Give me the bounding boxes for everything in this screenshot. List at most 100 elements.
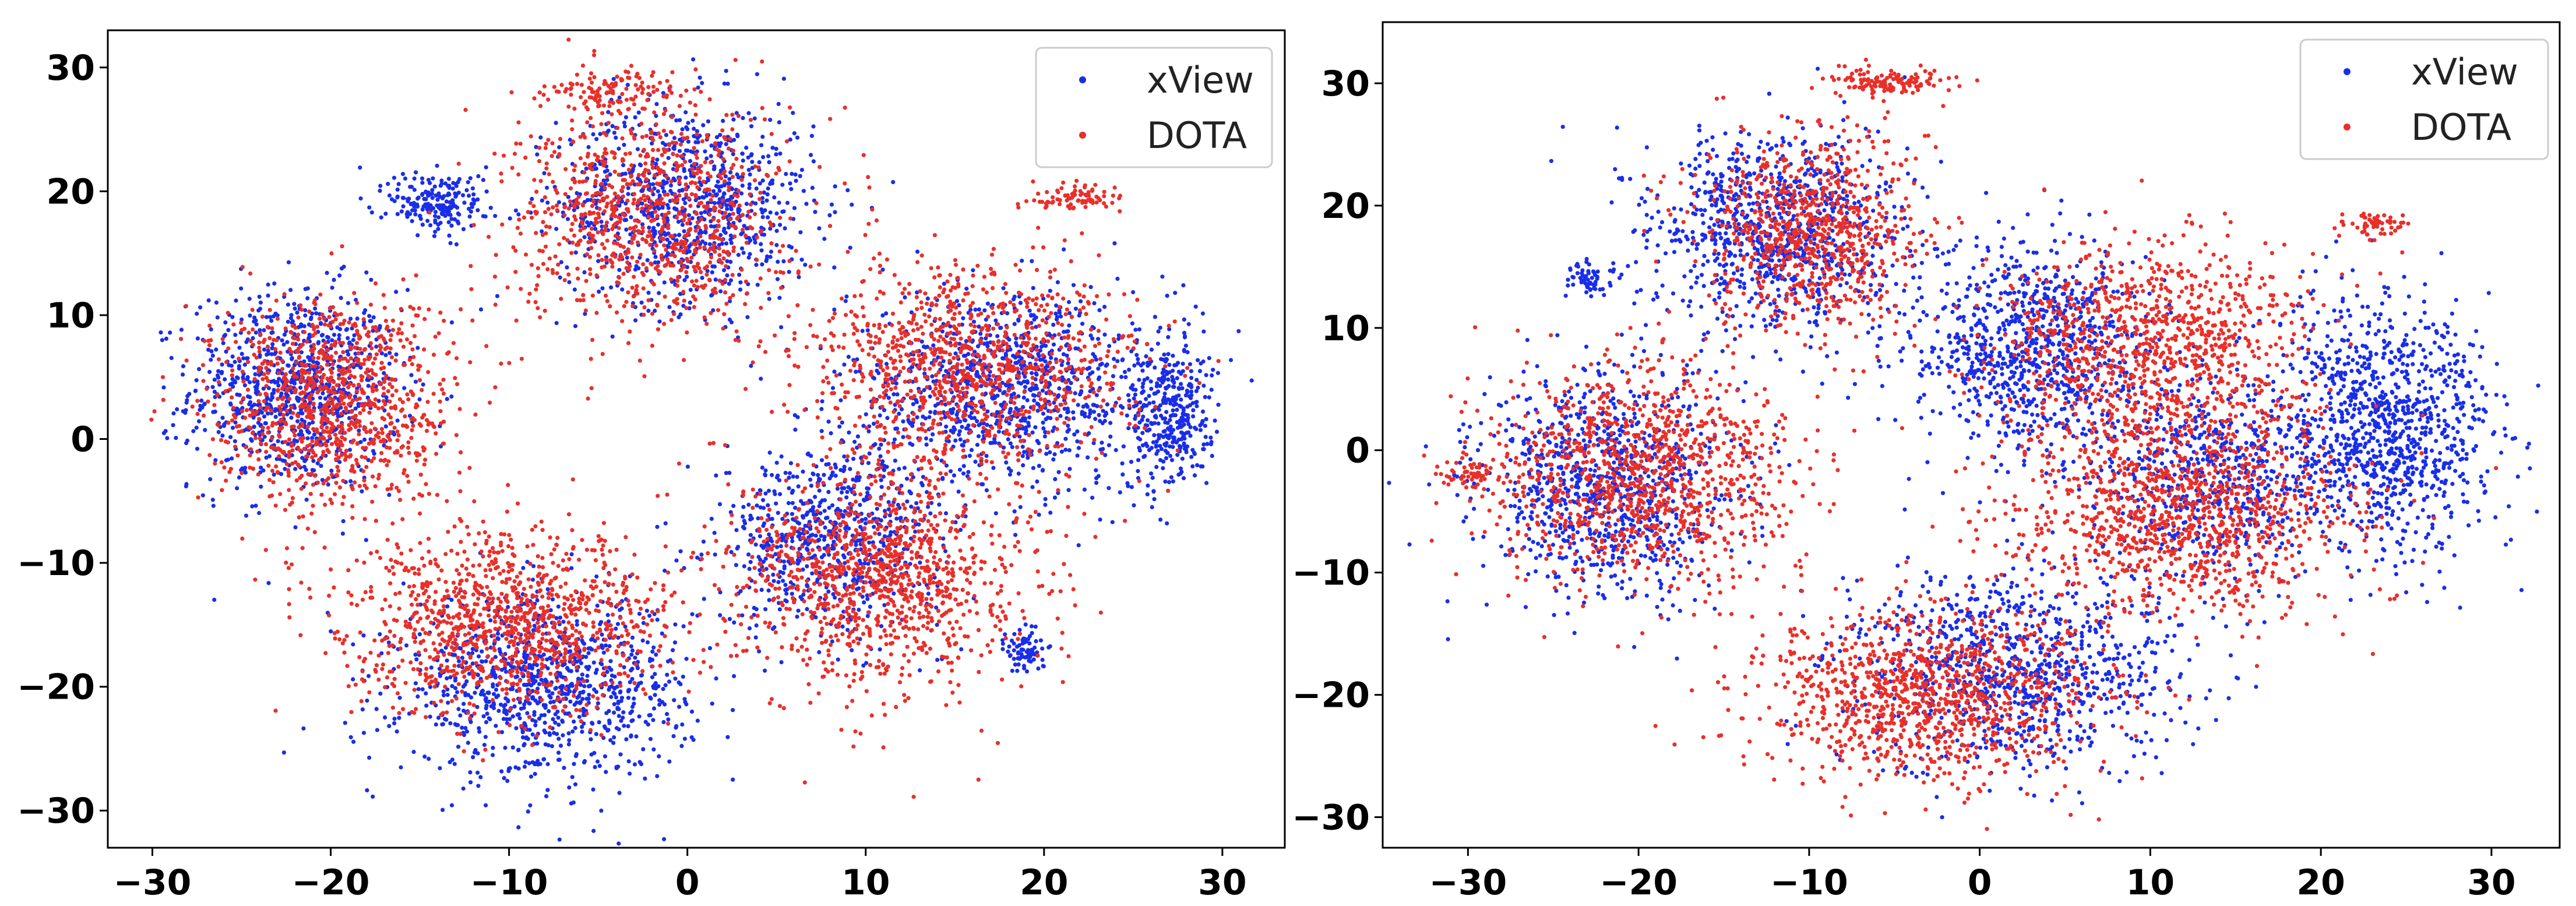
data-point (295, 310, 299, 315)
data-point (655, 774, 660, 778)
data-point (232, 359, 237, 364)
data-point (1030, 430, 1035, 435)
data-point (999, 403, 1003, 407)
data-point (672, 136, 677, 140)
data-point (680, 722, 685, 727)
data-point (1096, 337, 1101, 341)
data-point (1061, 352, 1066, 357)
data-point (767, 297, 771, 301)
data-point (836, 506, 840, 511)
data-point (1182, 443, 1186, 447)
data-point (545, 185, 549, 190)
data-point (1165, 294, 1169, 298)
data-point (741, 505, 746, 509)
data-point (337, 273, 342, 278)
data-point (830, 386, 836, 390)
data-point (1159, 447, 1164, 452)
data-point (306, 355, 311, 359)
data-point (662, 702, 667, 707)
data-point (488, 717, 492, 722)
data-point (1094, 393, 1099, 397)
data-point (724, 69, 728, 73)
data-point (245, 377, 250, 382)
data-point (580, 729, 584, 734)
data-point (433, 218, 438, 223)
data-point (1182, 335, 1187, 340)
data-point (510, 745, 515, 750)
data-point (305, 429, 310, 434)
data-point (251, 336, 255, 341)
data-point (401, 581, 406, 586)
data-point (357, 428, 361, 433)
data-point (761, 155, 766, 160)
data-point (956, 489, 961, 494)
data-point (722, 192, 727, 196)
data-point (505, 778, 510, 783)
data-point (1010, 445, 1014, 449)
data-point (478, 775, 483, 780)
data-point (615, 622, 621, 626)
data-point (1125, 481, 1130, 486)
data-point (568, 699, 573, 704)
data-point (1179, 382, 1183, 386)
data-point (876, 371, 881, 375)
data-point (473, 690, 477, 695)
data-point (1131, 290, 1136, 295)
data-point (194, 425, 199, 430)
data-point (330, 285, 334, 290)
data-point (760, 178, 765, 183)
data-point (671, 648, 675, 653)
data-point (560, 718, 565, 723)
data-point (1148, 379, 1153, 384)
data-point (378, 691, 383, 696)
data-point (270, 342, 275, 347)
data-point (1144, 403, 1149, 408)
data-point (642, 212, 647, 217)
data-point (1182, 317, 1186, 322)
data-point (253, 390, 258, 395)
data-point (364, 270, 369, 275)
data-point (607, 685, 612, 690)
data-point (181, 364, 186, 369)
data-point (1189, 454, 1194, 459)
data-point (734, 528, 739, 533)
data-point (441, 808, 445, 812)
data-point (449, 394, 454, 399)
data-point (1133, 327, 1138, 332)
data-point (877, 532, 882, 537)
data-point (326, 335, 331, 340)
data-point (461, 227, 466, 231)
data-point (1187, 362, 1192, 366)
data-point (699, 552, 704, 557)
data-point (651, 718, 656, 722)
data-point (1146, 418, 1150, 423)
data-point (780, 517, 785, 521)
data-point (280, 371, 284, 376)
data-point (738, 589, 743, 594)
data-point (660, 185, 665, 190)
data-point (311, 459, 316, 463)
data-point (678, 118, 682, 122)
data-point (446, 700, 450, 705)
data-point (630, 167, 635, 171)
data-point (1161, 378, 1166, 383)
data-point (439, 181, 444, 186)
data-point (875, 506, 879, 511)
data-point (819, 407, 824, 411)
data-point (197, 366, 202, 372)
data-point (512, 704, 517, 709)
data-point (206, 347, 211, 352)
data-point (714, 184, 719, 188)
data-point (1192, 473, 1197, 478)
data-point (677, 149, 682, 153)
data-point (383, 352, 388, 358)
data-point (1139, 363, 1143, 368)
data-point (1203, 394, 1207, 400)
data-point (833, 184, 837, 189)
data-point (650, 214, 654, 218)
data-point (637, 714, 642, 719)
data-point (253, 503, 258, 508)
data-point (621, 172, 625, 177)
data-point (766, 513, 771, 518)
data-point (1189, 389, 1194, 394)
